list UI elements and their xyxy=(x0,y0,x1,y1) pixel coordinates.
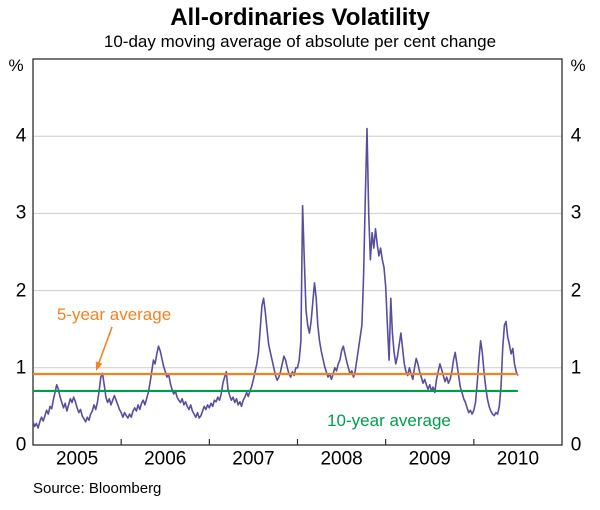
y-axis-label-left: 2 xyxy=(15,280,27,302)
y-axis-label-right: 3 xyxy=(570,202,582,224)
x-axis-year-label: 2009 xyxy=(408,448,451,470)
volatility-series-line xyxy=(32,127,519,429)
five-year-average-arrowhead xyxy=(95,361,103,371)
y-axis-label-left: 0 xyxy=(15,434,27,456)
y-axis-label-right: 2 xyxy=(570,280,582,302)
y-axis-label-right: 0 xyxy=(570,434,582,456)
x-axis-year-label: 2006 xyxy=(144,448,187,470)
y-axis-unit-right: % xyxy=(570,56,586,75)
y-axis-unit-left: % xyxy=(8,56,24,75)
x-axis-year-label: 2008 xyxy=(320,448,363,470)
y-axis-label-right: 1 xyxy=(570,357,582,379)
chart-title: All-ordinaries Volatility xyxy=(170,4,430,31)
chart-subtitle: 10-day moving average of absolute per ce… xyxy=(103,32,497,51)
y-axis-label-left: 3 xyxy=(15,202,27,224)
x-axis-year-label: 2005 xyxy=(55,448,99,470)
y-axis-label-right: 4 xyxy=(570,125,582,147)
y-axis-label-left: 1 xyxy=(15,357,27,379)
source-note: Source: Bloomberg xyxy=(33,480,162,497)
x-axis-year-label: 2010 xyxy=(496,448,540,470)
y-axis-label-left: 4 xyxy=(15,125,27,147)
five-year-average-label: 5-year average xyxy=(56,305,172,324)
ten-year-average-label: 10-year average xyxy=(327,411,451,430)
five-year-average-arrow xyxy=(97,326,113,365)
plot-frame xyxy=(32,58,563,446)
x-axis-year-label: 2007 xyxy=(232,448,275,470)
